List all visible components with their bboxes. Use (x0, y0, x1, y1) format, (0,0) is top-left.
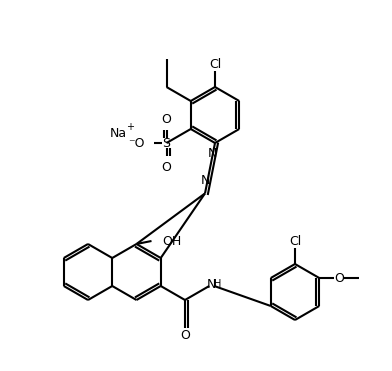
Text: S: S (163, 137, 171, 150)
Text: N: N (207, 278, 216, 290)
Text: N: N (207, 147, 217, 160)
Text: O: O (162, 161, 171, 174)
Text: O: O (180, 328, 190, 341)
Text: ⁻O: ⁻O (128, 137, 145, 150)
Text: H: H (214, 279, 221, 289)
Text: Na: Na (110, 127, 127, 139)
Text: Cl: Cl (289, 234, 301, 247)
Text: O: O (334, 272, 344, 285)
Text: O: O (162, 112, 171, 125)
Text: +: + (127, 122, 134, 132)
Text: OH: OH (163, 234, 182, 247)
Text: N: N (200, 174, 210, 187)
Text: Cl: Cl (209, 58, 221, 70)
